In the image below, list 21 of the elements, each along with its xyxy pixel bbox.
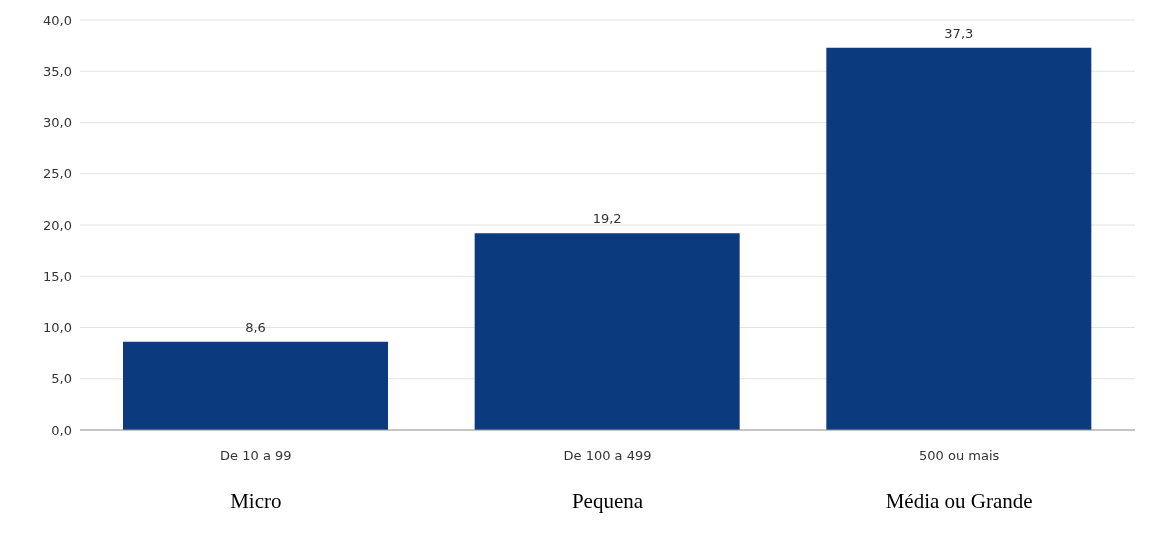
x-tick-label: 500 ou mais xyxy=(919,448,1000,463)
x-tick-label: De 100 a 499 xyxy=(563,448,652,463)
data-label: 19,2 xyxy=(592,211,622,227)
bar xyxy=(123,341,388,430)
y-tick-label: 40,0 xyxy=(43,12,72,28)
text: Pequena xyxy=(571,489,644,513)
y-tick-label: 15,0 xyxy=(43,268,72,284)
y-tick-label: 25,0 xyxy=(43,166,72,182)
data-label: 37,3 xyxy=(944,25,974,41)
x-tick-label: De 10 a 99 xyxy=(220,448,292,463)
text: Micro xyxy=(230,489,282,513)
y-tick-label: 30,0 xyxy=(43,115,72,131)
bar xyxy=(826,47,1092,430)
y-tick-label: 20,0 xyxy=(43,217,72,233)
y-tick-label: 10,0 xyxy=(43,320,72,336)
text: Média ou Grande xyxy=(885,489,1033,513)
bar xyxy=(474,233,740,430)
y-tick-label: 0,0 xyxy=(51,422,72,438)
y-tick-label: 35,0 xyxy=(43,63,72,79)
y-tick-label: 5,0 xyxy=(51,371,72,387)
data-label: 8,6 xyxy=(245,319,266,335)
